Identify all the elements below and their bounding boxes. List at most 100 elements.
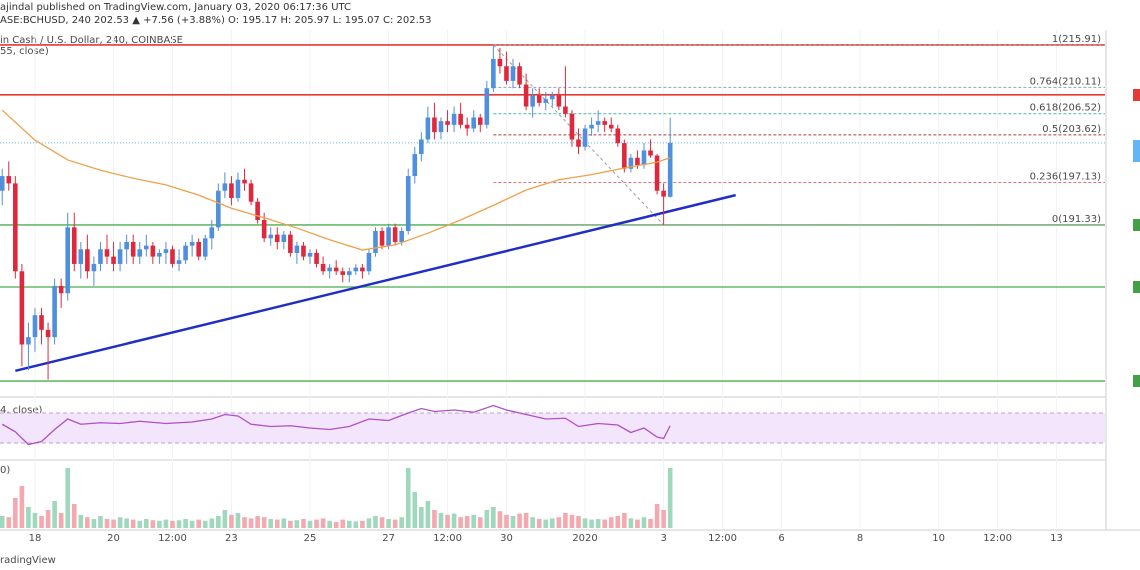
candle-body — [438, 121, 444, 133]
candle-body — [445, 121, 450, 125]
ma-legend: 55, close) — [0, 46, 49, 57]
candle-body — [510, 66, 516, 81]
candle-body — [274, 234, 280, 242]
x-tick-label: 27 — [382, 533, 395, 544]
x-tick-label: 25 — [304, 533, 317, 544]
axis-marker — [1133, 281, 1140, 293]
volume-bar — [543, 519, 549, 528]
candle-body — [143, 245, 149, 250]
candle-body — [392, 227, 398, 242]
candle-body — [412, 154, 418, 177]
candle-body — [242, 179, 247, 184]
candle-body — [641, 150, 647, 166]
volume-bar — [45, 510, 51, 528]
volume-bar — [425, 501, 431, 528]
volume-bar — [242, 517, 247, 528]
volume-bar — [438, 513, 444, 528]
x-tick-label: 12:00 — [983, 533, 1012, 544]
volume-bar — [327, 520, 332, 528]
candle-body — [91, 263, 97, 272]
axis-marker — [1133, 140, 1140, 162]
candle-body — [170, 249, 175, 264]
volume-bar — [150, 520, 156, 528]
candle-body — [124, 241, 129, 250]
symbol-line: ASE:BCHUSD, 240 202.53 ▲ +7.56 (+3.88%) … — [0, 15, 432, 26]
volume-bar — [556, 517, 562, 528]
volume-bar — [491, 507, 496, 528]
volume-bar — [458, 517, 463, 528]
volume-bar — [523, 513, 529, 528]
volume-bar — [117, 517, 123, 528]
volume-bar — [137, 520, 143, 528]
candle-body — [523, 84, 529, 107]
rsi-legend: 4, close) — [0, 405, 42, 416]
candle-body — [569, 113, 575, 140]
candle-body — [281, 234, 287, 242]
volume-bar — [143, 519, 149, 528]
volume-bar — [654, 504, 660, 528]
candle-body — [477, 117, 483, 125]
volume-bar — [130, 519, 136, 528]
candle-body — [608, 124, 614, 129]
volume-bar — [667, 468, 673, 528]
candle-body — [294, 245, 300, 253]
volume-bar — [202, 520, 208, 528]
volume-bar — [346, 520, 352, 528]
volume-bar — [386, 519, 391, 528]
volume-bar — [641, 517, 647, 528]
candle-body — [307, 252, 313, 257]
volume-bar — [563, 513, 568, 528]
volume-bar — [582, 518, 588, 528]
candle-body — [45, 329, 51, 338]
volume-bar — [6, 517, 12, 528]
volume-bar — [91, 519, 97, 528]
candle-body — [451, 113, 457, 125]
volume-bar — [530, 517, 535, 528]
candle-body — [196, 241, 201, 257]
candle-body — [405, 176, 411, 231]
volume-bar — [648, 519, 653, 528]
candle-body — [399, 230, 404, 242]
candle-body — [386, 227, 391, 246]
candle-body — [314, 252, 319, 264]
candle-body — [137, 249, 143, 257]
candle-body — [39, 315, 44, 330]
candle-body — [419, 139, 424, 155]
volume-bar — [484, 510, 490, 528]
candle-body — [78, 249, 84, 264]
candle-body — [536, 95, 542, 103]
volume-bar — [229, 514, 234, 528]
candle-body — [497, 58, 503, 67]
candle-body — [261, 220, 267, 239]
volume-bar — [78, 514, 84, 528]
volume-bar — [471, 514, 477, 528]
volume-bar — [373, 516, 378, 528]
candle-body — [85, 249, 90, 272]
volume-bar — [163, 519, 169, 528]
volume-bar — [536, 519, 542, 528]
candle-body — [229, 183, 234, 199]
x-tick-label: 23 — [225, 533, 238, 544]
fib-label: 0.618(206.52) — [1030, 103, 1102, 114]
volume-bar — [307, 520, 313, 528]
volume-bar — [576, 516, 581, 528]
volume-bar — [124, 518, 129, 528]
volume-bar — [340, 519, 346, 528]
candle-body — [150, 245, 156, 257]
volume-bar — [216, 516, 221, 528]
volume-bar — [268, 519, 274, 528]
volume-bar — [13, 498, 18, 528]
candle-body — [26, 337, 31, 345]
volume-bar — [281, 518, 287, 528]
volume-bar — [445, 514, 450, 528]
main-legend: in Cash / U.S. Dollar, 240, COINBASE — [0, 35, 183, 46]
candle-body — [19, 271, 25, 345]
x-tick-label: 12:00 — [708, 533, 737, 544]
rsi-band — [0, 413, 1105, 443]
candle-body — [366, 252, 372, 272]
candle-body — [52, 285, 57, 338]
volume-bar — [628, 518, 634, 528]
candle-body — [615, 128, 621, 144]
volume-bar — [26, 507, 31, 528]
